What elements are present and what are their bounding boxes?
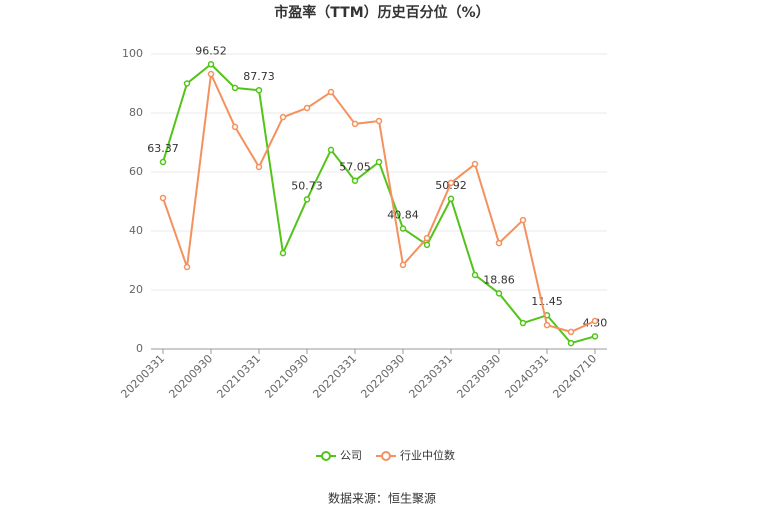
data-point <box>495 239 503 247</box>
data-label: 18.86 <box>483 273 515 286</box>
x-tick-label: 20220331 <box>310 352 359 401</box>
legend-label: 公司 <box>340 449 362 462</box>
y-tick-label: 20 <box>129 283 143 296</box>
x-tick-label: 20220930 <box>358 352 407 401</box>
x-tick-label: 20240710 <box>550 352 599 401</box>
legend-marker <box>381 451 391 461</box>
chart-title: 市盈率（TTM）历史百分位（%） <box>274 4 489 21</box>
data-point <box>351 120 359 128</box>
data-label: 57.05 <box>339 161 371 174</box>
data-point <box>471 271 479 279</box>
data-point <box>279 113 287 121</box>
data-point <box>183 80 191 87</box>
data-point <box>207 70 215 78</box>
data-point <box>351 177 359 184</box>
data-label: 11.45 <box>531 295 563 308</box>
x-tick-label: 20230331 <box>406 352 455 401</box>
y-tick-label: 80 <box>129 106 143 119</box>
data-point <box>447 195 455 203</box>
x-tick-label: 20240331 <box>502 352 551 401</box>
y-tick-label: 100 <box>122 47 143 60</box>
x-tick-label: 20210930 <box>262 352 311 401</box>
data-point <box>231 123 239 131</box>
data-point <box>495 290 503 297</box>
source: 数据来源：恒生聚源 <box>328 491 436 506</box>
data-point <box>591 317 599 325</box>
data-label: 96.52 <box>195 44 227 57</box>
data-point <box>375 117 383 125</box>
x-tick-label: 20200331 <box>118 352 167 401</box>
data-label: 87.73 <box>243 70 275 83</box>
data-label: 50.73 <box>291 179 323 192</box>
data-point <box>159 158 167 166</box>
data-point <box>399 225 407 232</box>
data-point <box>567 339 575 347</box>
data-point <box>375 158 383 166</box>
data-point <box>543 321 551 329</box>
data-label: 40.84 <box>387 209 419 222</box>
data-point <box>327 146 335 154</box>
data-point <box>471 160 479 168</box>
data-point <box>327 88 335 96</box>
data-point <box>423 234 431 242</box>
data-point <box>303 196 311 203</box>
data-point <box>519 216 527 224</box>
data-point <box>231 84 239 92</box>
series-line <box>162 62 596 345</box>
x-tick-label: 20210331 <box>214 352 263 401</box>
data-point <box>183 263 191 271</box>
legend-marker <box>321 451 331 461</box>
data-point <box>591 333 599 340</box>
data-point <box>255 86 263 94</box>
data-point <box>519 319 527 327</box>
data-point <box>159 194 167 202</box>
y-tick-label: 40 <box>129 224 143 237</box>
data-point <box>207 61 215 68</box>
data-label: 63.37 <box>147 142 179 155</box>
x-tick-label: 20230930 <box>454 352 503 401</box>
x-tick-label: 20200930 <box>166 352 215 401</box>
data-point <box>423 241 431 249</box>
data-point <box>567 328 575 336</box>
data-point <box>447 179 455 187</box>
data-point <box>399 261 407 269</box>
data-point <box>255 163 263 171</box>
y-tick-label: 0 <box>136 342 143 355</box>
legend-label: 行业中位数 <box>400 448 455 462</box>
data-point <box>303 104 311 112</box>
data-point <box>279 249 287 257</box>
y-tick-label: 60 <box>129 165 143 178</box>
